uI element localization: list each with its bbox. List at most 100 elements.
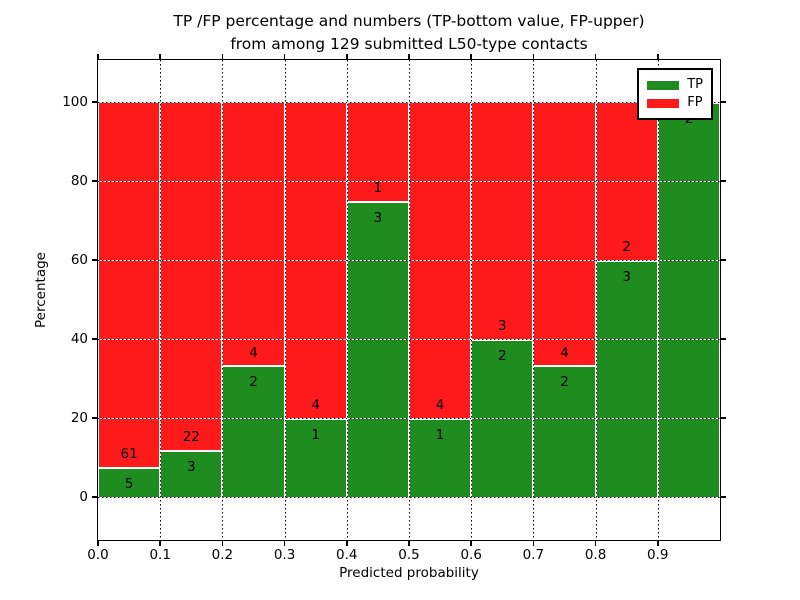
bar-segment-tp	[657, 102, 720, 497]
legend: TP FP	[637, 68, 713, 120]
x-tick-mark	[657, 541, 659, 546]
x-tick-label: 0.5	[398, 547, 420, 563]
bar-segment-tp	[98, 467, 161, 497]
legend-label-tp: TP	[687, 77, 703, 92]
x-tick-mark	[283, 541, 286, 546]
x-tick-mark	[221, 541, 224, 546]
bar-segment-fp	[471, 102, 534, 339]
x-tick-label: 0.6	[460, 547, 482, 563]
x-tick-mark-top	[594, 54, 597, 59]
x-axis-label: Predicted probability	[339, 565, 479, 581]
x-tick-mark-top	[283, 54, 286, 59]
x-tick-mark-top	[470, 54, 472, 59]
gridline-v	[346, 60, 348, 540]
x-tick-mark-top	[532, 54, 535, 59]
gridline-v	[533, 60, 535, 540]
x-tick-label: 0.8	[584, 547, 607, 563]
chart-title-line1: TP /FP percentage and numbers (TP-bottom…	[173, 12, 645, 30]
legend-label-fp: FP	[687, 95, 703, 110]
y-tick-label: 80	[70, 172, 88, 189]
gridline-v	[409, 60, 410, 540]
x-tick-mark	[97, 541, 99, 546]
y-tick-mark-right	[721, 417, 726, 419]
gridline-v	[160, 60, 162, 540]
gridline-v	[595, 60, 597, 540]
gridline-v	[222, 60, 224, 540]
y-tick-mark	[92, 180, 97, 182]
x-tick-mark-top	[97, 54, 99, 59]
bar-label-fp: 1	[373, 180, 383, 197]
gridline-v	[657, 60, 659, 540]
x-tick-mark	[470, 541, 472, 546]
bar-label-tp: 2	[249, 374, 258, 391]
y-tick-mark	[92, 259, 97, 261]
bar-label-fp: 2	[622, 239, 631, 256]
x-tick-label: 0.4	[336, 547, 358, 563]
x-tick-mark-top	[408, 54, 410, 59]
bar-label-tp: 2	[497, 347, 507, 364]
x-tick-mark-top	[346, 54, 348, 59]
bar-label-tp: 1	[311, 426, 320, 443]
bar-segment-tp	[346, 200, 409, 497]
bar-segment-tp	[222, 365, 285, 497]
bar-label-tp: 3	[373, 209, 383, 226]
x-tick-label: 0.1	[149, 547, 171, 563]
y-tick-mark-right	[721, 496, 726, 498]
x-tick-label: 0.3	[273, 547, 296, 563]
y-tick-mark-right	[721, 338, 726, 340]
legend-item-tp: TP	[647, 77, 703, 93]
legend-swatch-fp-icon	[647, 98, 680, 108]
x-tick-mark	[532, 541, 535, 546]
bar-segment-tp	[284, 418, 347, 497]
y-tick-mark-right	[721, 259, 726, 261]
x-tick-mark	[408, 541, 410, 546]
x-tick-mark	[346, 541, 348, 546]
x-tick-mark	[594, 541, 597, 546]
plot-area: 615223424113413242232 TP FP	[97, 59, 721, 541]
y-tick-label: 40	[70, 330, 88, 347]
bar-label-tp: 2	[560, 374, 569, 391]
bar-label-fp: 22	[182, 428, 200, 445]
y-tick-label: 100	[62, 93, 88, 110]
bar-label-fp: 61	[120, 446, 138, 463]
legend-swatch-tp-icon	[647, 80, 680, 90]
bar-label-fp: 4	[435, 397, 445, 414]
bar-label-fp: 4	[560, 344, 569, 361]
bar-segment-tp	[409, 418, 472, 497]
bar-label-fp: 4	[249, 344, 258, 361]
gridline-v	[284, 60, 286, 540]
y-tick-mark	[92, 496, 97, 498]
bar-label-tp: 3	[186, 458, 196, 475]
x-tick-label: 0.2	[211, 547, 234, 563]
x-tick-mark	[159, 541, 161, 546]
y-tick-mark-right	[721, 180, 726, 182]
x-tick-label: 0.0	[87, 547, 109, 563]
x-tick-label: 0.7	[522, 547, 545, 563]
bar-segment-tp	[595, 260, 658, 497]
y-tick-mark	[92, 101, 97, 103]
bar-segment-fp	[222, 102, 285, 366]
y-tick-mark-right	[721, 101, 726, 103]
chart-title-line2: from among 129 submitted L50-type contac…	[230, 35, 588, 53]
y-tick-mark	[92, 417, 97, 419]
legend-item-fp: FP	[647, 95, 703, 111]
bar-segment-fp	[98, 102, 161, 468]
y-tick-label: 0	[79, 488, 88, 505]
bar-label-tp: 1	[435, 426, 445, 443]
bar-label-tp: 3	[622, 268, 631, 285]
x-tick-mark-top	[159, 54, 161, 59]
gridline-v	[471, 60, 473, 540]
x-tick-label: 0.9	[647, 547, 669, 563]
x-tick-mark-top	[657, 54, 659, 59]
bar-segment-tp	[533, 365, 596, 497]
bar-segment-fp	[160, 102, 223, 450]
y-axis-label: Percentage	[33, 252, 49, 328]
x-tick-mark-top	[221, 54, 224, 59]
y-tick-label: 20	[70, 409, 88, 426]
y-tick-mark	[92, 338, 97, 340]
y-tick-label: 60	[70, 251, 88, 268]
bar-label-fp: 4	[311, 397, 320, 414]
bar-label-fp: 3	[497, 318, 507, 335]
bar-label-tp: 5	[124, 476, 134, 493]
